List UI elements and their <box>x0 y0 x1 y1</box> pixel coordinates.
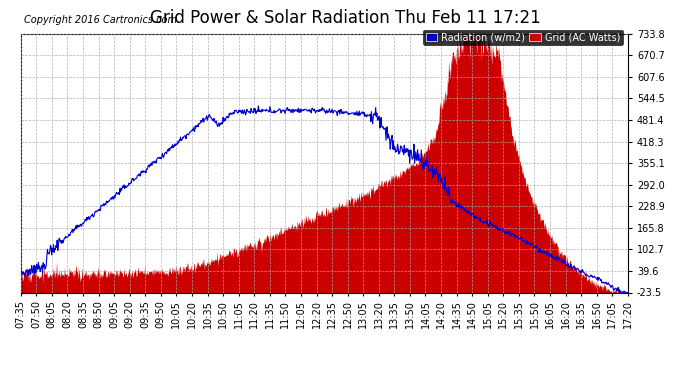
Legend: Radiation (w/m2), Grid (AC Watts): Radiation (w/m2), Grid (AC Watts) <box>423 30 623 45</box>
Text: Grid Power & Solar Radiation Thu Feb 11 17:21: Grid Power & Solar Radiation Thu Feb 11 … <box>150 9 540 27</box>
Text: Copyright 2016 Cartronics.com: Copyright 2016 Cartronics.com <box>23 15 177 25</box>
